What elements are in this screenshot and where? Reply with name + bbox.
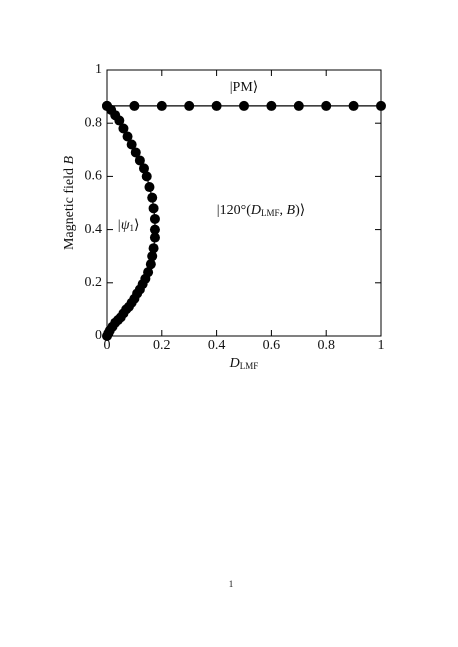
- x-label-sub: LMF: [240, 361, 259, 371]
- x-tick-label: 0.8: [317, 338, 335, 353]
- data-point: [376, 100, 386, 111]
- y-tick-label: 0: [95, 328, 102, 343]
- data-point: [266, 100, 277, 111]
- data-point: [149, 232, 160, 243]
- data-point: [134, 155, 145, 166]
- annotation-part: |120°(: [217, 203, 251, 218]
- data-point: [145, 259, 156, 270]
- data-point: [118, 123, 129, 134]
- data-point: [144, 182, 155, 193]
- data-point: [130, 147, 141, 158]
- data-point: [147, 251, 158, 262]
- plot-frame: [106, 69, 382, 337]
- data-point: [141, 171, 152, 182]
- y-tick-label: 0.8: [85, 115, 103, 130]
- data-point: [211, 100, 222, 111]
- x-tick-label: 0.4: [208, 338, 226, 353]
- data-point: [148, 203, 159, 214]
- data-point: [147, 192, 158, 203]
- annotation-part: ,: [280, 203, 287, 218]
- y-tick-label: 0.4: [85, 222, 103, 237]
- data-point: [102, 100, 112, 111]
- data-point: [293, 100, 304, 111]
- y-tick-label: 0.6: [85, 169, 103, 184]
- annotation-part: LMF: [261, 208, 280, 218]
- annotation: |PM⟩: [230, 80, 259, 95]
- x-tick-label: 0.2: [153, 338, 171, 353]
- data-point: [129, 100, 140, 111]
- data-point: [126, 139, 137, 150]
- annotation-part: 1: [130, 223, 135, 233]
- annotation-part: |ψ: [117, 218, 130, 233]
- page-number: 1: [229, 579, 234, 589]
- y-axis-label: Magnetic field B: [62, 156, 77, 251]
- data-point: [149, 224, 160, 235]
- annotation: |ψ1⟩: [117, 218, 140, 233]
- annotation: |120°(DLMF, B)⟩: [217, 203, 305, 218]
- data-point: [321, 100, 332, 111]
- data-point: [143, 267, 154, 278]
- data-point: [348, 100, 359, 111]
- data-point: [149, 213, 160, 224]
- annotation-part: D: [250, 203, 261, 218]
- data-point: [239, 100, 249, 111]
- x-axis-label: DLMF: [229, 356, 259, 371]
- annotation-part: ⟩: [134, 218, 139, 233]
- y-label-var: B: [62, 156, 77, 165]
- x-tick-label: 0.6: [263, 338, 281, 353]
- x-tick-label: 0: [104, 338, 111, 353]
- annotation-part: B: [287, 203, 296, 218]
- x-tick-label: 1: [378, 338, 385, 353]
- data-point: [184, 100, 195, 111]
- annotation-part: )⟩: [295, 203, 305, 218]
- data-point: [122, 131, 133, 142]
- y-tick-label: 1: [95, 62, 102, 77]
- data-point: [156, 100, 167, 111]
- y-tick-label: 0.2: [85, 275, 103, 290]
- y-label-main: Magnetic field: [62, 165, 77, 251]
- data-point: [148, 243, 159, 254]
- data-point: [138, 163, 149, 174]
- x-label-main: D: [229, 356, 240, 371]
